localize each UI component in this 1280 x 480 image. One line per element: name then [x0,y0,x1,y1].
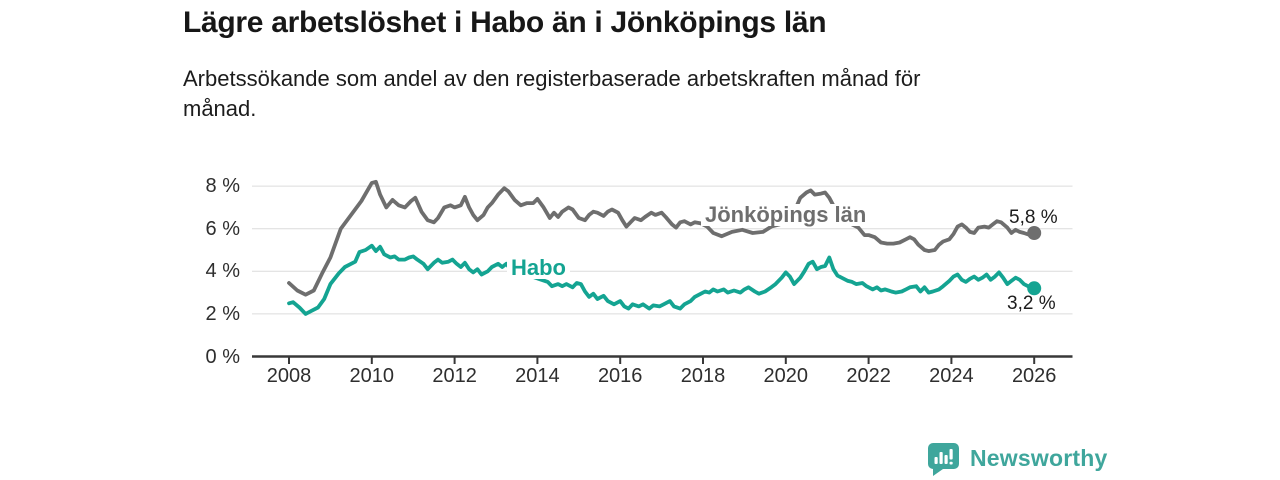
series-end-dot-jonkopings-lan [1027,226,1042,240]
x-axis-label-2026: 2026 [1011,365,1057,387]
end-value-label-habo: 3,2 % [1007,293,1056,314]
x-axis-label-2008: 2008 [266,365,312,387]
series-line-jonkopings-lan [287,179,1037,297]
series-label-habo: Habo [507,257,570,279]
y-axis-label-8: 8 % [205,175,240,198]
newsworthy-logo: Newsworthy [926,441,1107,476]
y-axis-label-6: 6 % [205,217,240,240]
y-axis-label-2: 2 % [205,302,240,325]
y-axis-label-4: 4 % [205,260,240,283]
y-axis-label-0: 0 % [205,345,240,368]
x-axis-label-2020: 2020 [763,365,809,387]
series-end-dot-habo [1027,281,1042,296]
series-line-habo [287,243,1037,316]
chart-title: Lägre arbetslöshet i Habo än i Jönköping… [183,6,827,39]
newsworthy-speech-bubble-bar-chart-icon [928,443,959,476]
x-axis-label-2016: 2016 [597,365,643,387]
x-axis-label-2024: 2024 [929,365,974,387]
x-axis-label-2010: 2010 [349,365,395,387]
series-label-jonkopings-lan: Jönköpings län [701,204,871,226]
end-value-label-jonkopings-lan: 5,8 % [1009,207,1058,228]
x-axis-label-2018: 2018 [680,365,726,387]
x-axis-label-2012: 2012 [432,365,477,387]
x-axis-label-2022: 2022 [846,365,891,387]
chart-subtitle: Arbetssökande som andel av den registerb… [183,66,921,121]
x-axis-label-2014: 2014 [515,365,560,387]
newsworthy-brand-text: Newsworthy [970,445,1108,471]
